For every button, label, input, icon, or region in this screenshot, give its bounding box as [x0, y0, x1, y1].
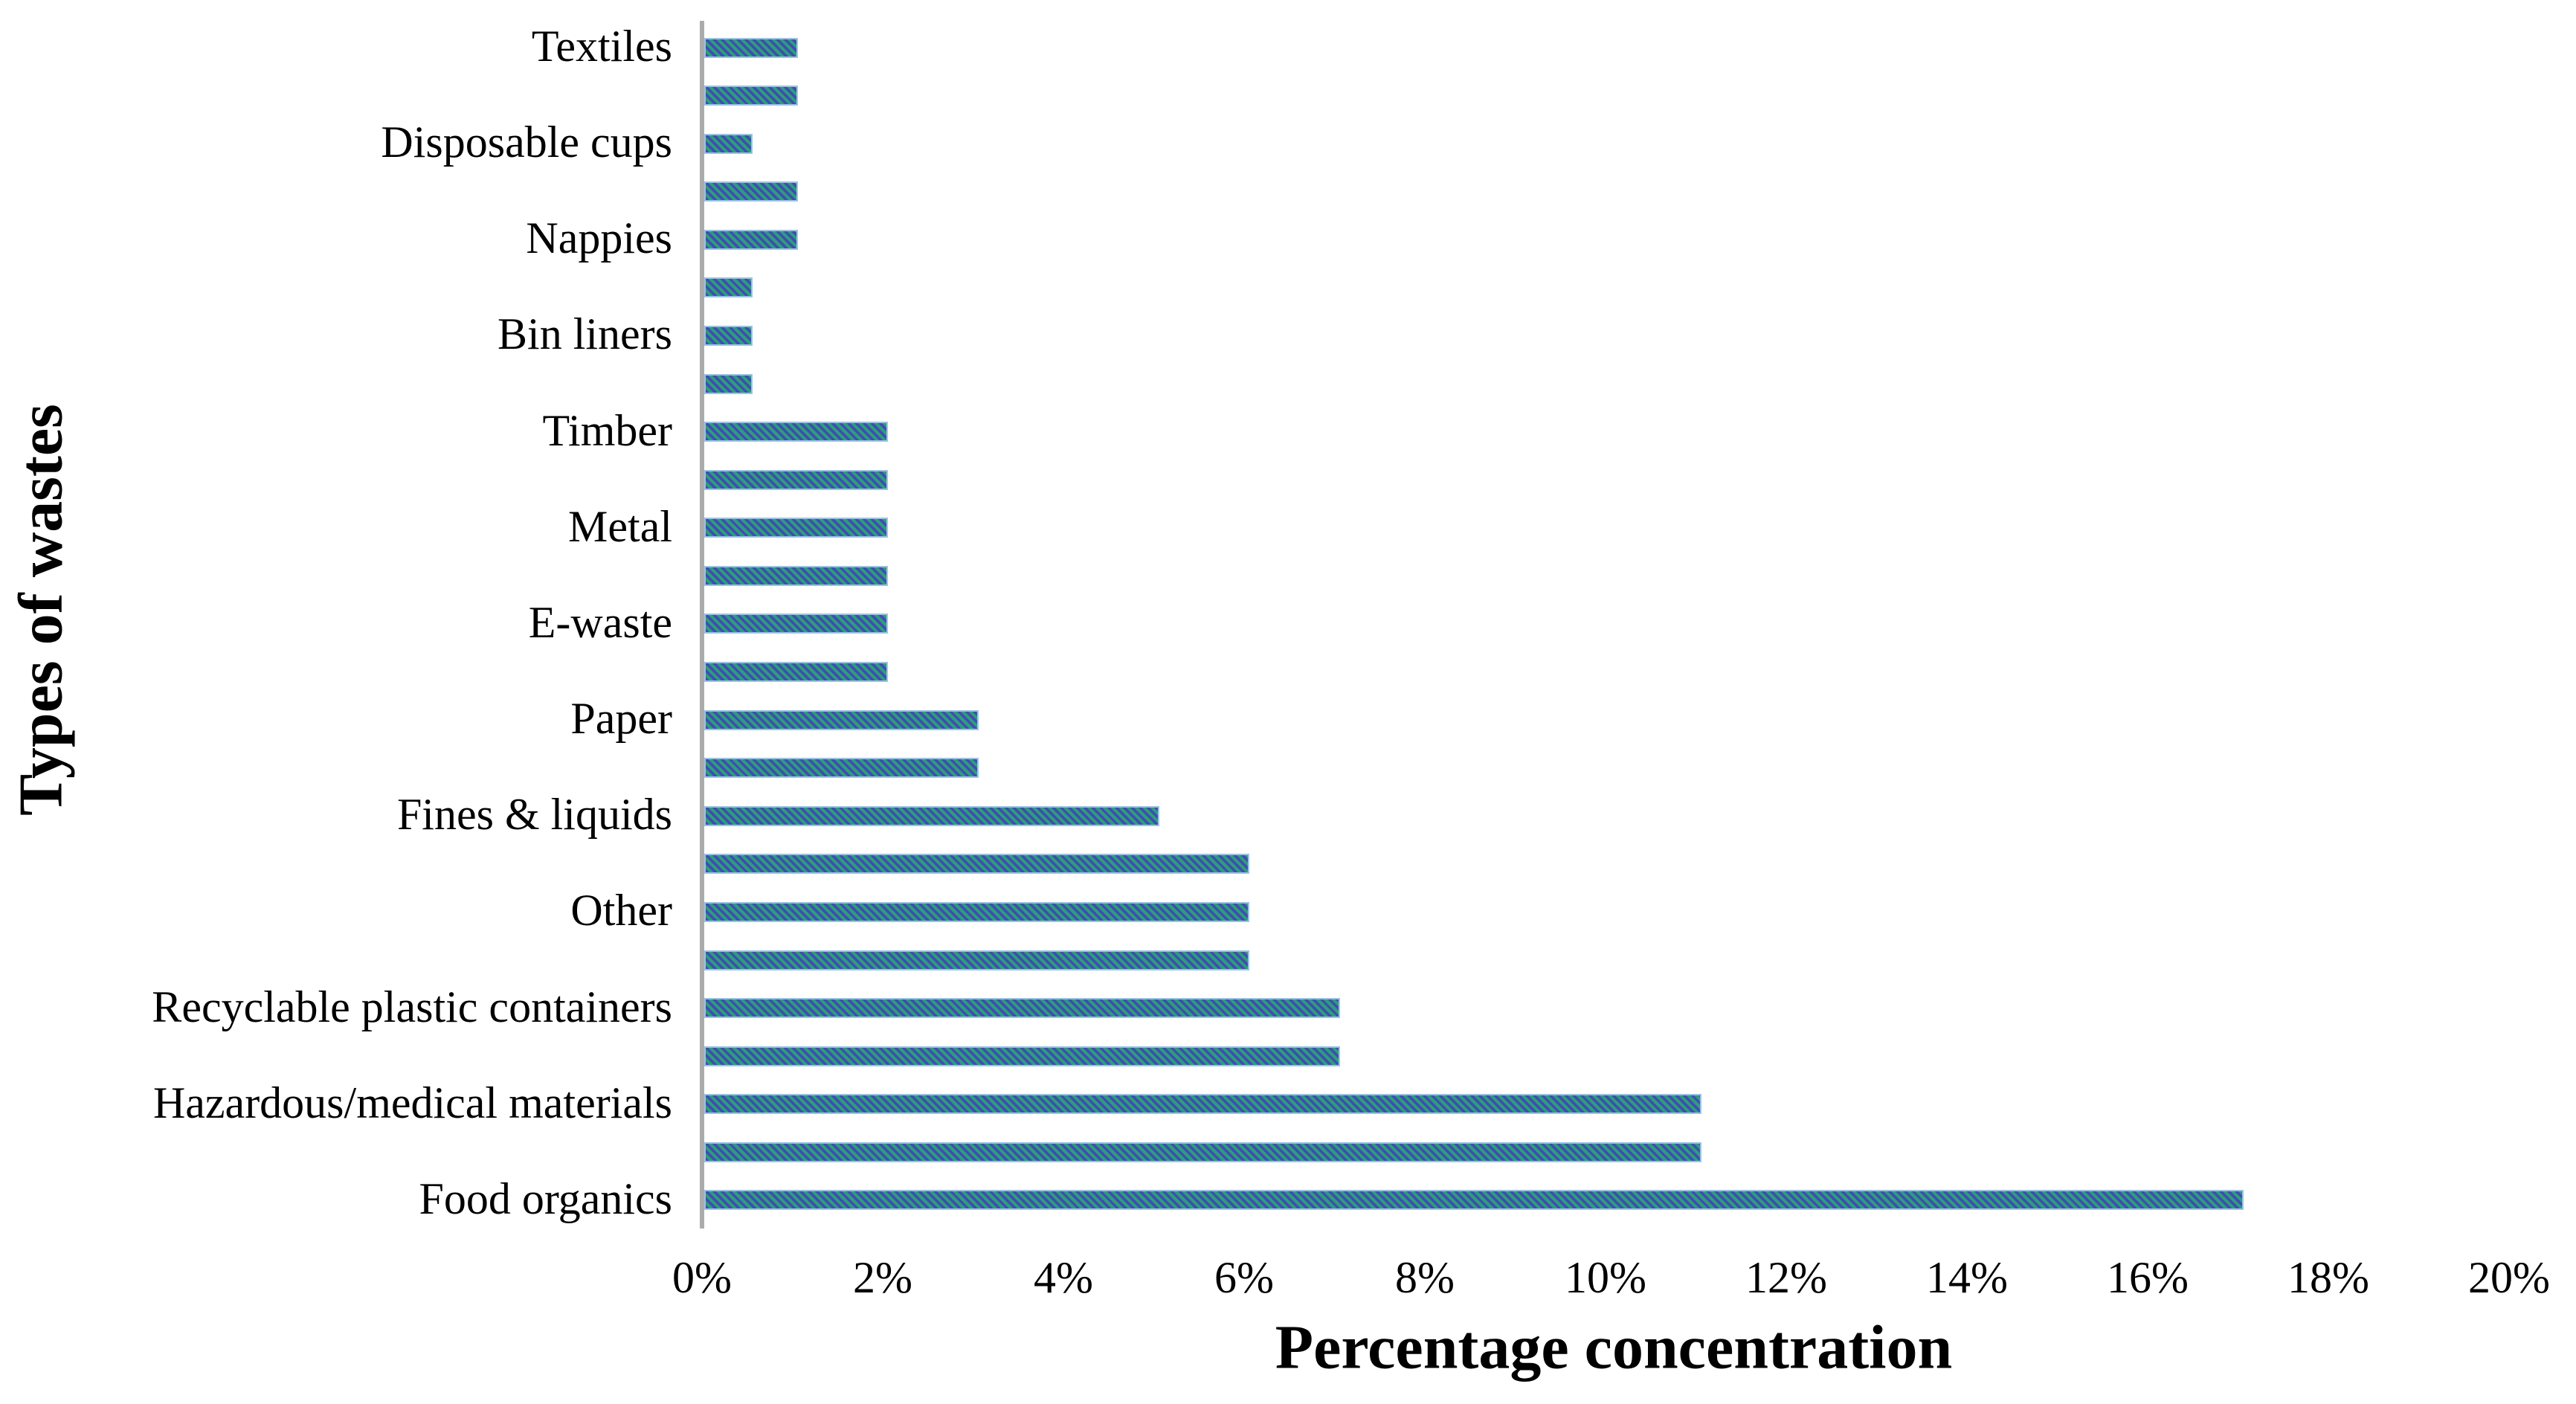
x-axis-title: Percentage concentration	[1275, 1313, 1953, 1382]
category-label: Recyclable plastic containers	[152, 982, 672, 1031]
bar-nappies	[704, 229, 798, 250]
bar-textiles	[704, 37, 798, 58]
category-axis-line	[700, 21, 704, 1228]
bar-unlabeled-4	[704, 181, 798, 202]
bar-fines-liquids	[704, 805, 1159, 826]
x-tick-label: 12%	[1745, 1253, 1827, 1302]
category-label: Food organics	[419, 1173, 672, 1223]
x-tick-label: 20%	[2468, 1253, 2550, 1302]
category-label: E-waste	[528, 597, 672, 647]
category-label: Textiles	[531, 22, 672, 71]
bar-bin-liners	[704, 325, 753, 346]
x-tick-label: 6%	[1214, 1253, 1274, 1302]
bar-food-organics	[704, 1190, 2244, 1211]
category-label: Fines & liquids	[396, 790, 672, 840]
category-label: Other	[570, 886, 672, 936]
bar-unlabeled-22	[704, 1046, 1340, 1066]
category-label: Hazardous/medical materials	[152, 1078, 672, 1127]
bar-unlabeled-24	[704, 1141, 1701, 1162]
x-tick-label: 4%	[1034, 1253, 1093, 1302]
category-label: Metal	[568, 501, 672, 551]
bar-unlabeled-20	[704, 950, 1249, 970]
x-tick-label: 16%	[2107, 1253, 2189, 1302]
x-tick-label: 0%	[672, 1253, 732, 1302]
bar-hazardous-medical-materials	[704, 1094, 1701, 1115]
bar-unlabeled-12	[704, 565, 888, 586]
category-label: Paper	[570, 694, 672, 744]
bar-unlabeled-14	[704, 662, 888, 683]
bar-disposable-cups	[704, 133, 753, 154]
x-tick-label: 2%	[853, 1253, 912, 1302]
category-label: Bin liners	[498, 309, 672, 359]
x-tick-label: 14%	[1926, 1253, 2008, 1302]
category-label: Disposable cups	[381, 117, 672, 167]
bar-unlabeled-10	[704, 469, 888, 490]
x-tick-label: 18%	[2287, 1253, 2369, 1302]
bar-unlabeled-16	[704, 758, 979, 779]
bar-recyclable-plastic-containers	[704, 998, 1340, 1019]
bar-other	[704, 901, 1249, 922]
bar-unlabeled-18	[704, 854, 1249, 875]
x-tick-label: 8%	[1395, 1253, 1455, 1302]
x-tick-label: 10%	[1565, 1253, 1646, 1302]
bar-e-waste	[704, 614, 888, 634]
bar-paper	[704, 709, 979, 730]
bar-timber	[704, 422, 888, 442]
category-label: Nappies	[526, 213, 672, 263]
category-label: Timber	[542, 405, 673, 455]
bar-unlabeled-6	[704, 277, 753, 298]
bar-metal	[704, 518, 888, 538]
bar-unlabeled-8	[704, 373, 753, 394]
bar-unlabeled-2	[704, 86, 798, 106]
